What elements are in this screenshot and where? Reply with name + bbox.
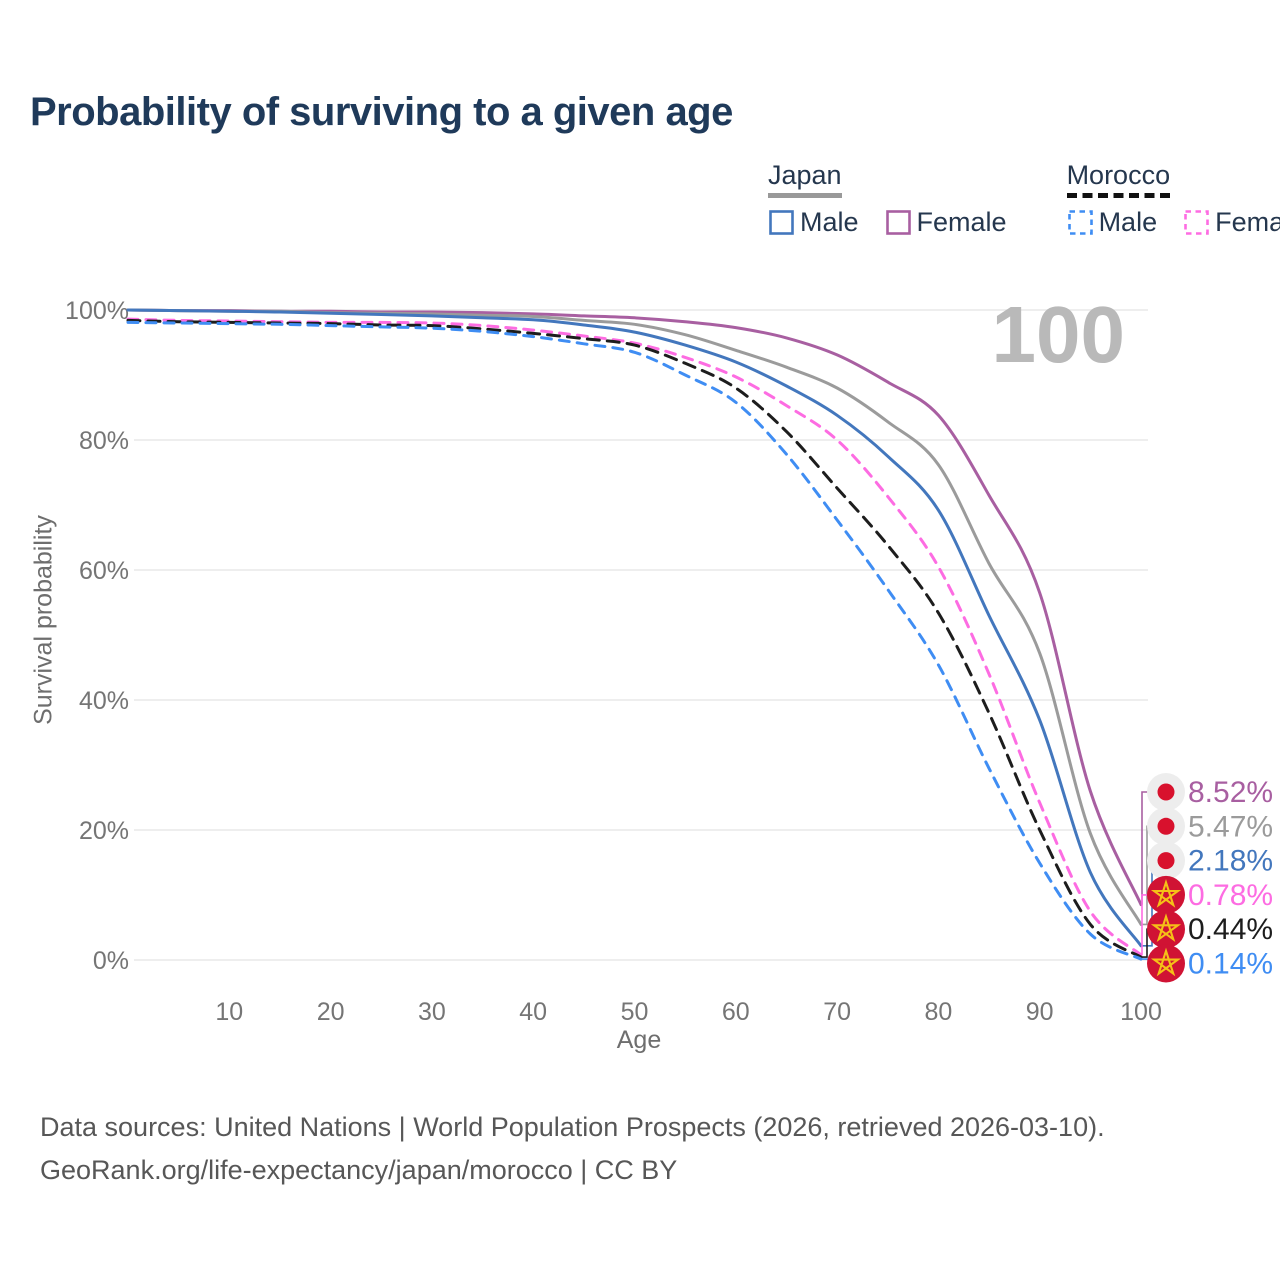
legend-items-japan: Male Female bbox=[768, 207, 1007, 238]
morocco-flag-star bbox=[1150, 947, 1182, 977]
morocco-female-swatch-icon bbox=[1184, 210, 1209, 235]
legend-item-label: Male bbox=[800, 207, 859, 237]
legend-item-japan-female[interactable]: Female bbox=[885, 207, 1007, 238]
end-value-label-japan-both: 5.47% bbox=[1188, 810, 1273, 843]
japan-flag-sun bbox=[1157, 817, 1175, 835]
legend-group-title-morocco: Morocco bbox=[1066, 160, 1171, 190]
x-tick-label: 70 bbox=[823, 998, 851, 1026]
leader-line bbox=[1142, 825, 1150, 926]
x-tick-labels: 10 20 30 40 50 60 70 80 90 100 bbox=[215, 998, 1161, 1026]
y-tick-label: 100% bbox=[65, 297, 129, 325]
morocco-flag-bg bbox=[1147, 910, 1185, 949]
curve-morocco-both[interactable] bbox=[126, 318, 1143, 959]
japan-flag-sun bbox=[1157, 852, 1175, 870]
y-tick-label: 80% bbox=[79, 427, 129, 455]
japan-flag-icon bbox=[1147, 841, 1185, 880]
y-tick-label: 0% bbox=[93, 947, 129, 975]
x-tick-label: 10 bbox=[215, 998, 243, 1026]
japan-flag-icon bbox=[1147, 807, 1185, 846]
legend-group-japan: Japan Male Female bbox=[768, 160, 1007, 238]
source-attribution: Data sources: United Nations | World Pop… bbox=[40, 1106, 1105, 1192]
end-value-label-japan-male: 2.18% bbox=[1188, 845, 1273, 878]
morocco-flag-bg bbox=[1147, 875, 1185, 914]
legend-underline-morocco bbox=[1066, 193, 1171, 198]
japan-female-swatch-icon bbox=[885, 210, 911, 235]
x-tick-label: 40 bbox=[519, 998, 547, 1026]
morocco-flag-star bbox=[1150, 878, 1182, 908]
legend-item-morocco-female[interactable]: Female bbox=[1183, 207, 1280, 238]
x-tick-label: 20 bbox=[317, 998, 345, 1026]
end-value-label-morocco-female: 0.78% bbox=[1188, 879, 1273, 912]
legend-group-title-japan: Japan bbox=[768, 160, 842, 190]
y-tick-label: 40% bbox=[79, 687, 129, 715]
end-value-label-morocco-both: 0.44% bbox=[1188, 913, 1273, 946]
chart-legend: Japan Male Female Morocco bbox=[768, 160, 1280, 238]
x-tick-label: 60 bbox=[722, 998, 750, 1026]
x-tick-label: 100 bbox=[1120, 998, 1162, 1026]
y-tick-label: 60% bbox=[79, 557, 129, 585]
curve-japan-male[interactable] bbox=[126, 308, 1143, 948]
legend-swatch bbox=[885, 210, 911, 235]
japan-flag-sun bbox=[1157, 783, 1175, 801]
morocco-flag-star bbox=[1150, 913, 1182, 943]
curve-morocco-female[interactable] bbox=[126, 317, 1143, 957]
hovered-age-watermark: 100 bbox=[992, 290, 1125, 379]
survival-curves bbox=[126, 308, 1143, 961]
morocco-flag-icon bbox=[1147, 944, 1185, 983]
legend-item-label: Female bbox=[916, 207, 1007, 237]
legend-item-japan-male[interactable]: Male bbox=[768, 207, 859, 238]
curve-morocco-male[interactable] bbox=[126, 320, 1143, 961]
x-tick-label: 90 bbox=[1026, 998, 1054, 1026]
legend-item-label: Female bbox=[1215, 207, 1280, 237]
morocco-flag-bg bbox=[1147, 944, 1185, 983]
x-tick-label: 30 bbox=[418, 998, 446, 1026]
legend-swatch bbox=[769, 210, 794, 235]
legend-group-header-japan[interactable]: Japan bbox=[768, 160, 842, 198]
legend-swatch bbox=[1184, 210, 1209, 235]
morocco-male-swatch-icon bbox=[1067, 210, 1093, 235]
legend-group-morocco: Morocco Male Female bbox=[1066, 160, 1280, 238]
legend-item-morocco-male[interactable]: Male bbox=[1067, 207, 1158, 238]
x-tick-label: 50 bbox=[621, 998, 649, 1026]
legend-swatch bbox=[1067, 210, 1093, 235]
morocco-flag-icon bbox=[1147, 875, 1185, 914]
y-tick-label: 20% bbox=[79, 817, 129, 845]
legend-group-header-morocco[interactable]: Morocco bbox=[1066, 160, 1171, 198]
legend-item-label: Male bbox=[1098, 207, 1158, 237]
end-value-label-japan-female: 8.52% bbox=[1188, 776, 1273, 809]
x-tick-label: 80 bbox=[924, 998, 952, 1026]
morocco-flag-icon bbox=[1147, 910, 1185, 949]
end-value-label-morocco-male: 0.14% bbox=[1188, 948, 1273, 981]
x-axis-title: Age bbox=[616, 1026, 662, 1054]
japan-male-swatch-icon bbox=[769, 210, 794, 235]
page-title: Probability of surviving to a given age bbox=[30, 90, 733, 134]
gridlines: 0% 20% 40% 60% 80% 100% bbox=[65, 297, 1148, 975]
legend-items-morocco: Male Female bbox=[1067, 207, 1280, 238]
data-sources-line: Data sources: United Nations | World Pop… bbox=[40, 1112, 1105, 1142]
legend-underline-japan bbox=[768, 193, 842, 198]
source-url-line: GeoRank.org/life-expectancy/japan/morocc… bbox=[40, 1155, 678, 1185]
japan-flag-icon bbox=[1147, 773, 1185, 811]
end-value-readouts: 8.52%5.47%2.18%0.78%0.44%0.14% bbox=[1141, 773, 1273, 983]
curve-japan-female[interactable] bbox=[126, 308, 1143, 907]
